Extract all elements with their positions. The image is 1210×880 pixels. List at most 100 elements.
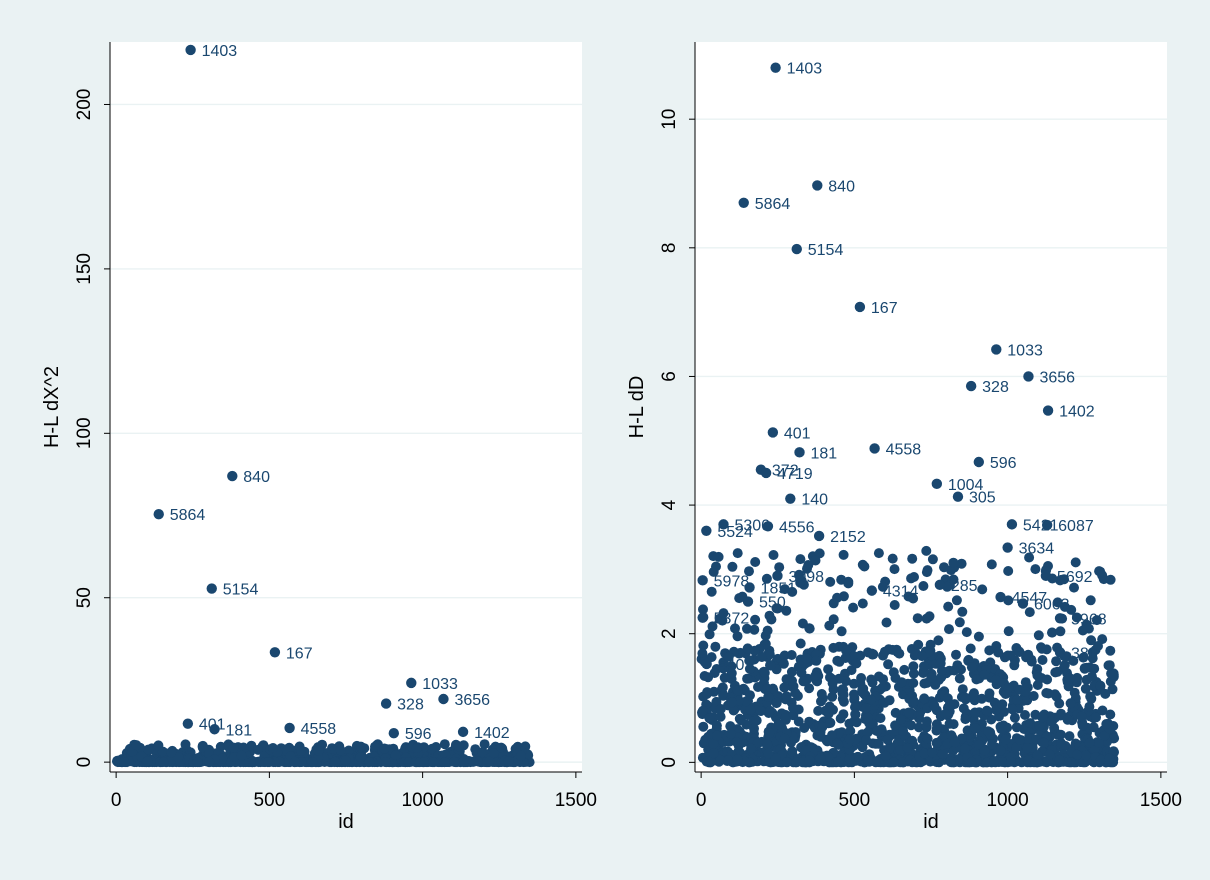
data-point: [770, 62, 781, 73]
cloud-point: [1080, 683, 1091, 694]
cloud-point: [780, 713, 791, 724]
cloud-point: [468, 756, 479, 767]
cloud-point: [503, 756, 514, 767]
cloud-point: [707, 621, 718, 632]
cloud-point: [411, 743, 422, 754]
cloud-point: [939, 562, 949, 573]
data-point-label: 840: [828, 178, 855, 195]
cloud-point: [804, 623, 815, 634]
data-point: [406, 677, 417, 689]
cloud-point: [943, 601, 954, 612]
plot-area: [110, 42, 582, 772]
y-tick-label: 6: [659, 371, 680, 382]
cloud-point: [1087, 671, 1097, 682]
data-point-label: 1402: [1059, 404, 1095, 421]
y-tick-label: 2: [659, 628, 680, 639]
cloud-point: [899, 664, 910, 675]
cloud-point: [948, 557, 959, 568]
cloud-point: [773, 719, 784, 730]
cloud-point: [427, 743, 438, 754]
cloud-point: [781, 674, 792, 685]
cloud-point: [708, 739, 719, 749]
cloud-point: [728, 705, 739, 716]
cloud-point: [987, 739, 997, 750]
data-point-label: 596: [405, 726, 432, 743]
cloud-point: [763, 691, 774, 702]
cloud-point: [919, 748, 930, 759]
cloud-point: [768, 550, 779, 560]
data-point: [995, 591, 1006, 603]
cloud-point: [761, 684, 772, 695]
cloud-point: [751, 715, 762, 726]
dense-point-cloud: [112, 739, 535, 768]
cloud-point: [711, 561, 721, 572]
cloud-point: [1003, 626, 1014, 637]
y-tick-label: 10: [659, 109, 680, 130]
cloud-point: [439, 739, 450, 750]
cloud-point: [949, 665, 960, 676]
cloud-point: [944, 699, 955, 710]
cloud-point: [921, 545, 932, 556]
data-point-label: 285: [951, 578, 978, 595]
data-point-label: 4719: [777, 466, 813, 483]
cloud-point: [313, 745, 324, 756]
cloud-point: [937, 749, 948, 759]
data-point: [284, 722, 295, 734]
cloud-point: [797, 618, 808, 629]
cloud-point: [228, 742, 239, 753]
cloud-point: [370, 741, 380, 752]
cloud-point: [763, 708, 774, 718]
cloud-point: [825, 717, 836, 728]
data-point-label: 5978: [714, 573, 750, 590]
cloud-point: [1051, 691, 1062, 702]
cloud-point: [796, 575, 807, 586]
cloud-point: [856, 673, 867, 683]
cloud-point: [887, 553, 898, 564]
cloud-point: [1000, 734, 1011, 745]
left-panel-dx2: 0 50 100 150 200 0 500 1000 1500 id H-L dX^2 1403 84…: [41, 42, 597, 833]
cloud-point: [732, 548, 743, 559]
y-axis-title: H-L dD: [626, 376, 648, 439]
data-point: [269, 647, 281, 658]
cloud-point: [730, 623, 740, 634]
data-point: [1006, 519, 1018, 530]
data-point-label: 372: [772, 463, 799, 480]
cloud-point: [698, 721, 709, 732]
cloud-point: [877, 581, 888, 592]
cloud-point: [759, 667, 770, 678]
cloud-point: [380, 757, 391, 768]
cloud-point: [881, 617, 892, 628]
cloud-point: [954, 673, 965, 684]
cloud-point: [1084, 737, 1095, 748]
cloud-point: [1003, 682, 1014, 693]
data-point: [701, 525, 712, 537]
cloud-point: [706, 756, 717, 767]
cloud-point: [926, 672, 937, 683]
cloud-point: [718, 663, 729, 674]
cloud-point: [944, 624, 954, 635]
cloud-point: [307, 757, 318, 767]
data-point: [388, 727, 400, 739]
cloud-point: [732, 631, 743, 642]
data-point: [791, 243, 802, 255]
data-point-label: 167: [871, 300, 898, 317]
data-point-label: 550: [759, 595, 786, 612]
cloud-point: [917, 651, 927, 662]
cloud-point: [1005, 650, 1016, 661]
cloud-point: [801, 653, 812, 664]
cloud-point: [1095, 566, 1106, 577]
cloud-point: [1028, 691, 1039, 701]
data-point-label: 5154: [808, 242, 844, 259]
cloud-point: [935, 658, 946, 669]
cloud-point: [488, 748, 499, 759]
cloud-point: [845, 726, 856, 736]
cloud-point: [763, 748, 774, 759]
y-tick-label: 8: [659, 243, 680, 254]
cloud-point: [731, 737, 742, 748]
cloud-point: [718, 608, 729, 619]
data-point: [1054, 647, 1066, 658]
data-point: [738, 197, 749, 208]
cloud-point: [949, 737, 960, 748]
cloud-point: [725, 728, 736, 739]
cloud-point: [844, 734, 855, 745]
